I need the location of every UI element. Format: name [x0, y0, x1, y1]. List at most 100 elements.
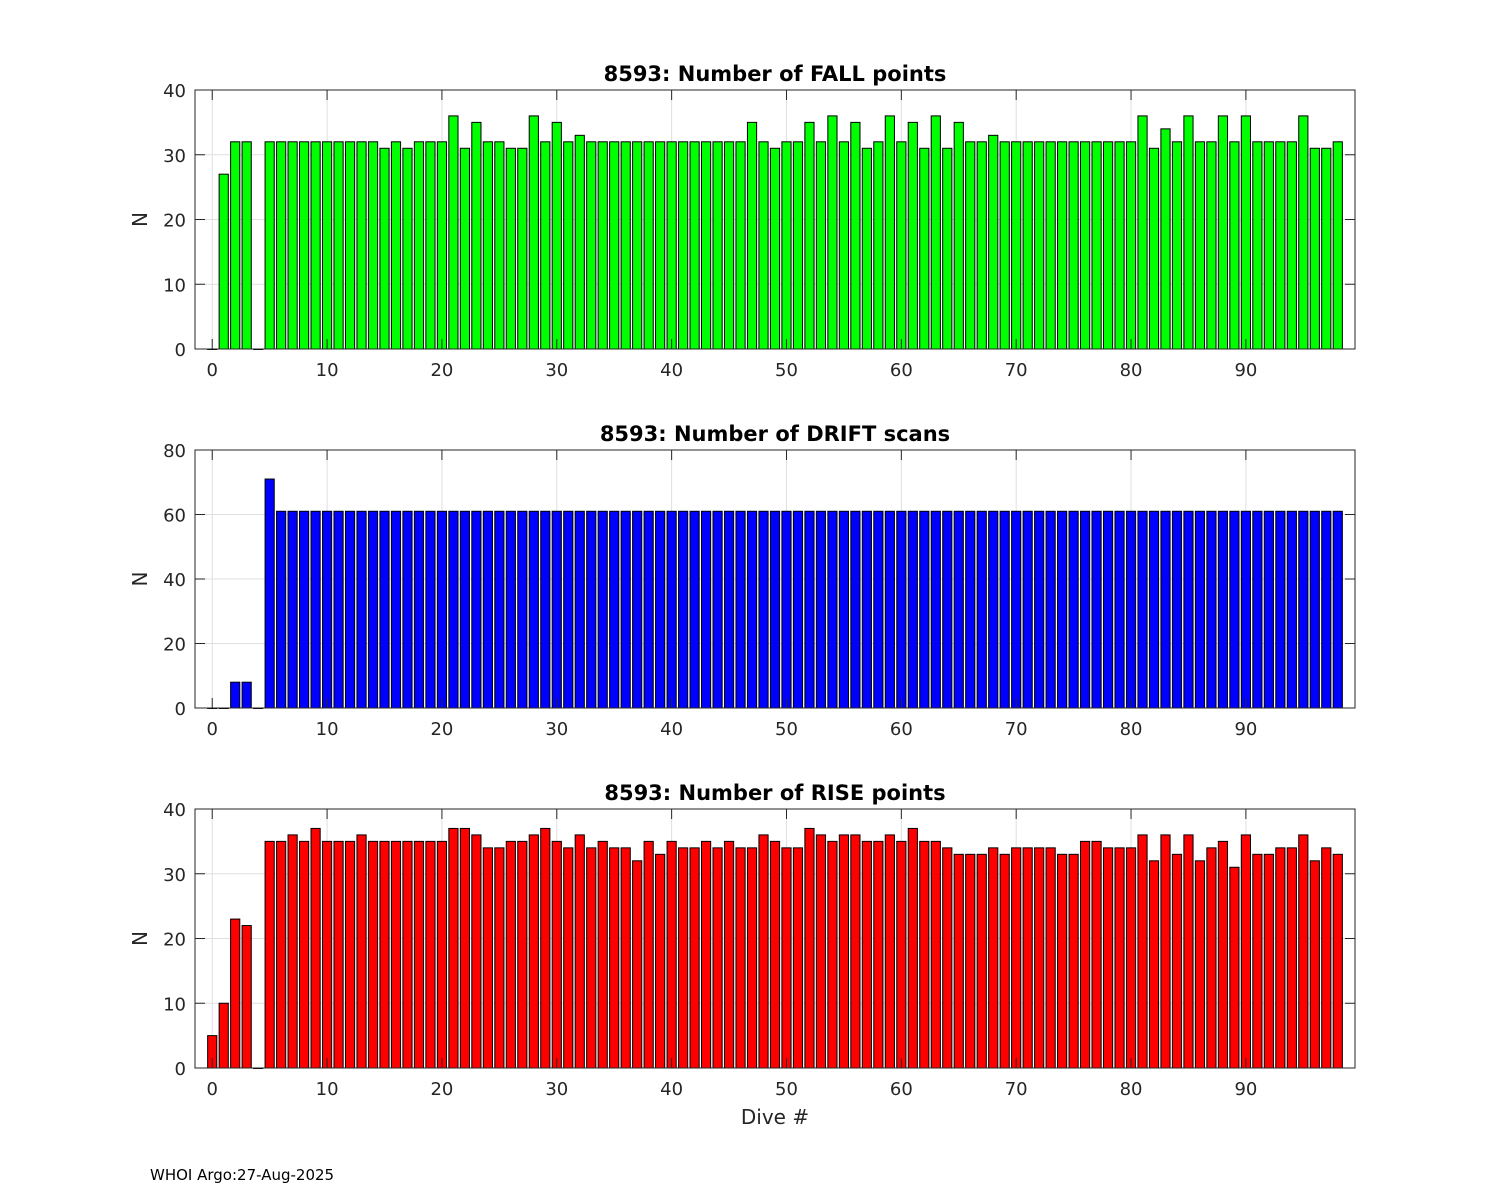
- y-tick-label: 0: [175, 340, 186, 361]
- chart-title: 8593: Number of DRIFT scans: [600, 422, 950, 446]
- bar-dive-78: [1102, 847, 1114, 1069]
- bar-dive-16: [390, 510, 402, 709]
- bar-dive-49: [769, 840, 781, 1069]
- bar-dive-92: [1263, 853, 1274, 1069]
- bar-dive-8: [299, 141, 310, 350]
- chart-panel-1: 0 10 20 30 40 50 60 70 80 90 0 10 20 30 40 8593: Number…: [128, 62, 1356, 381]
- bar-dive-26: [505, 147, 516, 350]
- bar-dive-72: [1034, 141, 1045, 350]
- bar-dive-34: [597, 840, 608, 1069]
- bar-dive-83: [1160, 834, 1171, 1069]
- bar-dive-80: [1125, 141, 1137, 350]
- bar-dive-63: [930, 510, 941, 709]
- bar-dive-94: [1286, 141, 1297, 350]
- bar-dive-87: [1206, 510, 1217, 709]
- bar-dive-66: [965, 853, 976, 1069]
- bar-dive-32: [574, 834, 585, 1069]
- bar-dive-67: [976, 141, 987, 350]
- bar-dive-33: [586, 141, 597, 350]
- bar-dive-55: [838, 510, 850, 709]
- bar-dive-98: [1332, 510, 1343, 709]
- bar-dive-20: [436, 141, 448, 350]
- bar-dive-91: [1252, 853, 1263, 1069]
- bar-dive-55: [838, 141, 850, 350]
- bar-dive-19: [425, 141, 436, 350]
- y-tick-label: 20: [163, 211, 186, 232]
- bar-dive-38: [643, 510, 654, 709]
- bar-dive-47: [746, 847, 758, 1069]
- bar-dive-35: [609, 510, 620, 709]
- bar-dive-53: [815, 141, 827, 350]
- x-tick-label: 10: [316, 1079, 339, 1100]
- bar-dive-69: [999, 510, 1010, 709]
- x-tick-label: 0: [207, 1079, 218, 1100]
- bar-dive-89: [1229, 510, 1240, 709]
- y-axis-label: N: [128, 572, 152, 587]
- bar-dive-14: [367, 510, 379, 709]
- bar-dive-18: [413, 510, 425, 709]
- bar-dive-91: [1252, 141, 1263, 350]
- x-tick-label: 30: [545, 360, 568, 381]
- bar-dive-22: [459, 147, 470, 350]
- bar-dive-57: [861, 510, 872, 709]
- bar-dive-64: [942, 147, 953, 350]
- bar-dive-86: [1194, 510, 1206, 709]
- x-axis-label: Dive #: [741, 1105, 809, 1129]
- bar-dive-1: [218, 1002, 229, 1069]
- bar-dive-39: [655, 853, 666, 1069]
- bar-dive-51: [792, 141, 804, 350]
- bar-dive-75: [1068, 141, 1079, 350]
- bar-dive-70: [1011, 847, 1022, 1069]
- bar-dive-82: [1148, 860, 1160, 1069]
- x-tick-label: 0: [207, 719, 218, 740]
- chart-panel-3: 0 10 20 30 40 50 60 70 80 90 0 10 20 30 40 8593: Number…: [128, 781, 1356, 1129]
- bar-dive-37: [632, 510, 643, 709]
- bar-dive-69: [999, 853, 1010, 1069]
- bar-dive-74: [1057, 510, 1068, 709]
- bar-dive-33: [586, 510, 597, 709]
- bar-dive-57: [861, 147, 872, 350]
- bar-dive-62: [919, 147, 930, 350]
- bar-dive-38: [643, 141, 654, 350]
- bar-dive-84: [1171, 510, 1183, 709]
- bar-dive-10: [321, 840, 333, 1069]
- bar-dive-60: [896, 141, 907, 350]
- bar-dive-25: [494, 510, 505, 709]
- x-tick-label: 10: [316, 360, 339, 381]
- bar-dive-15: [379, 840, 390, 1069]
- bar-dive-27: [517, 510, 528, 709]
- bar-dive-88: [1217, 115, 1229, 350]
- bar-dive-31: [563, 141, 574, 350]
- bar-dive-32: [574, 134, 585, 350]
- bar-dive-19: [425, 510, 436, 709]
- bar-dive-85: [1183, 115, 1194, 350]
- bar-dive-81: [1137, 510, 1148, 709]
- bar-dive-46: [735, 141, 746, 350]
- bar-dive-26: [505, 510, 516, 709]
- bar-dive-56: [850, 510, 861, 709]
- x-tick-label: 60: [890, 1079, 913, 1100]
- bar-dive-98: [1332, 853, 1343, 1069]
- y-tick-label: 0: [175, 1059, 186, 1080]
- x-tick-label: 70: [1005, 719, 1028, 740]
- bar-dive-63: [930, 115, 941, 350]
- bar-dive-36: [620, 847, 631, 1069]
- bar-dive-16: [390, 840, 402, 1069]
- bar-dive-93: [1275, 847, 1286, 1069]
- bar-dive-12: [344, 840, 356, 1069]
- bar-dive-51: [792, 510, 804, 709]
- bar-dive-44: [712, 141, 723, 350]
- bar-dive-38: [643, 840, 654, 1069]
- bar-dive-62: [919, 510, 930, 709]
- bar-dive-5: [264, 141, 275, 350]
- bar-dive-79: [1114, 510, 1125, 709]
- bar-dive-67: [976, 510, 987, 709]
- bar-dive-59: [884, 510, 895, 709]
- bar-dive-81: [1137, 834, 1148, 1069]
- bar-dive-54: [827, 115, 838, 350]
- x-tick-label: 50: [775, 360, 798, 381]
- bar-dive-92: [1263, 510, 1274, 709]
- chart-title: 8593: Number of FALL points: [604, 62, 947, 86]
- bar-dive-22: [459, 827, 470, 1069]
